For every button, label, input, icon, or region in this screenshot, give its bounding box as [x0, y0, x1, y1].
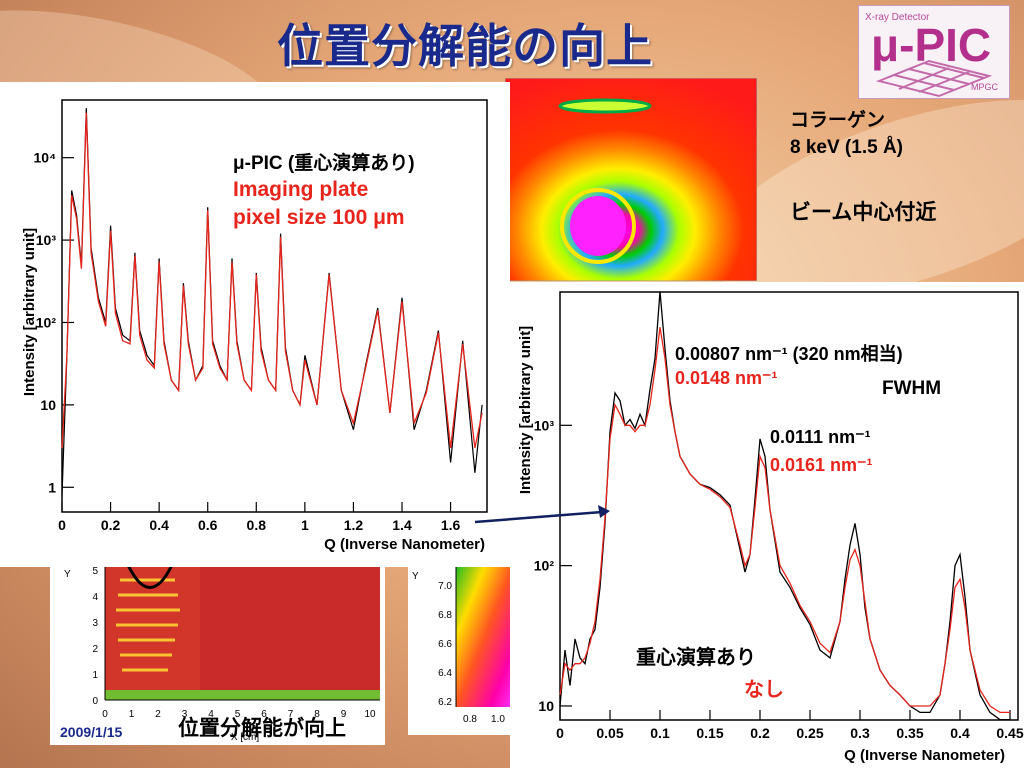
right-chart: 10 10² 10³ 0 0.05 0.1 0.15 0.2 0.25 0.3 0.35 0.4 0.… — [517, 291, 1024, 764]
logo-small-text: X-ray Detector — [865, 12, 930, 23]
detector-map-y-tick-label: 0 — [92, 696, 98, 707]
left-chart-panel: 1 10 10² 10³ 10⁴ 0 0.2 0.4 0.6 0.8 1 1.2 1.4 1.6 Q (… — [0, 82, 510, 567]
detector-map: 0 1 2 3 4 5 0 1 2 3 4 5 6 7 8 9 10 X [cm] Y — [64, 564, 380, 743]
detector-map-x-tick-label: 9 — [341, 709, 347, 720]
zoom-map-y-tick-label: 7.0 — [438, 581, 452, 592]
right-series-no-centroid-line — [559, 327, 1010, 714]
fwhm-annotation-1-red: 0.0148 nm⁻¹ — [675, 368, 778, 388]
logo-corner-text: MPGC — [971, 82, 999, 92]
slide-title: 位置分解能の向上 — [277, 19, 653, 73]
logo-graphic: X-ray Detector μ-PIC MPGC — [865, 12, 999, 98]
right-y-tick-label: 10² — [534, 558, 555, 574]
left-chart: 1 10 10² 10³ 10⁴ 0 0.2 0.4 0.6 0.8 1 1.2 1.4 1.6 Q (… — [21, 99, 488, 553]
left-legend-pixel-size: pixel size 100 μm — [233, 206, 405, 229]
detector-map-x-tick-label: 4 — [208, 709, 214, 720]
sample-name: コラーゲン — [790, 110, 886, 131]
mu-pic-logo: X-ray Detector μ-PIC MPGC — [858, 5, 1010, 99]
right-x-tick-label: 0.1 — [650, 725, 670, 741]
detector-map-y-tick-label: 3 — [92, 618, 98, 629]
fwhm-annotation-2-red: 0.0161 nm⁻¹ — [770, 455, 873, 475]
left-series-imaging-plate-line — [61, 112, 483, 449]
left-x-tick-label: 0 — [58, 517, 66, 533]
right-x-tick-label: 0.05 — [596, 725, 623, 741]
detector-map-panel: 0 1 2 3 4 5 0 1 2 3 4 5 6 7 8 9 10 X [cm] Y — [50, 564, 385, 745]
fwhm-annotation-1-black: 0.00807 nm⁻¹ (320 nm相当) — [675, 344, 903, 364]
detector-map-x-tick-label: 2 — [155, 709, 161, 720]
logo-brand-text: μ-PIC — [871, 19, 991, 71]
left-y-tick-label: 1 — [48, 479, 56, 495]
detector-map-ylabel: Y — [64, 569, 71, 580]
beam-center-label: ビーム中心付近 — [790, 201, 937, 224]
left-x-tick-label: 0.8 — [247, 517, 267, 533]
right-x-tick-label: 0.45 — [996, 725, 1023, 741]
left-y-tick-label: 10 — [40, 397, 56, 413]
zoom-map-x-ticks: 0.8 1.0 — [463, 714, 505, 725]
zoom-map-x-tick-label: 0.8 — [463, 714, 477, 725]
detector-map-x-tick-label: 3 — [182, 709, 188, 720]
zoom-map-panel: 7.0 6.8 6.6 6.4 6.2 0.8 1.0 Y — [408, 565, 513, 735]
right-x-tick-label: 0.2 — [750, 725, 770, 741]
left-x-axis-title: Q (Inverse Nanometer) — [324, 536, 485, 553]
left-y-axis-title: Intensity [arbitrary unit] — [21, 228, 38, 396]
left-x-tick-label: 0.6 — [198, 517, 218, 533]
beam-center-heatmap — [504, 77, 758, 282]
right-legend-black: 重心演算あり — [636, 647, 756, 669]
beam-center-image — [504, 77, 758, 282]
detector-map-x-tick-label: 5 — [235, 709, 241, 720]
right-x-axis-title: Q (Inverse Nanometer) — [844, 747, 1005, 764]
fwhm-label: FWHM — [882, 378, 942, 399]
left-y-tick-label: 10³ — [36, 232, 57, 248]
detector-map-x-ticks: 0 1 2 3 4 5 6 7 8 9 10 X [cm] — [102, 709, 376, 743]
left-x-tick-label: 1 — [301, 517, 309, 533]
detector-map-x-tick-label: 10 — [364, 709, 376, 720]
right-plot-frame — [559, 291, 1019, 721]
detector-map-y-tick-label: 5 — [92, 566, 98, 577]
right-y-tick-label: 10 — [538, 698, 554, 714]
right-y-axis-title: Intensity [arbitrary unit] — [517, 326, 534, 494]
right-x-tick-label: 0.25 — [796, 725, 823, 741]
right-x-tick-label: 0.15 — [696, 725, 723, 741]
zoom-map: 7.0 6.8 6.6 6.4 6.2 0.8 1.0 Y — [412, 567, 513, 725]
detector-map-y-ticks: 0 1 2 3 4 5 — [92, 566, 98, 707]
detector-map-y-tick-label: 2 — [92, 644, 98, 655]
detector-map-y-tick-label: 1 — [92, 670, 98, 681]
zoom-map-y-ticks: 7.0 6.8 6.6 6.4 6.2 — [438, 581, 452, 708]
slide-date: 2009/1/15 — [60, 724, 123, 740]
detector-map-y-tick-label: 4 — [92, 592, 98, 603]
detector-map-x-tick-label: 6 — [261, 709, 267, 720]
detector-map-x-tick-label: 1 — [129, 709, 135, 720]
left-x-tick-label: 1.4 — [392, 517, 412, 533]
detector-map-x-tick-label: 8 — [314, 709, 320, 720]
zoom-map-x-tick-label: 1.0 — [491, 714, 505, 725]
zoom-arrow — [474, 505, 610, 524]
beam-energy: 8 keV (1.5 Å) — [790, 137, 903, 158]
right-legend-red: なし — [744, 679, 784, 701]
zoom-map-y-tick-label: 6.8 — [438, 610, 452, 621]
zoom-map-y-tick-label: 6.6 — [438, 639, 452, 650]
left-y-tick-label: 10² — [36, 314, 57, 330]
zoom-map-y-tick-label: 6.4 — [438, 668, 452, 679]
left-x-tick-label: 0.2 — [101, 517, 121, 533]
resolution-caption: 位置分解能が向上 — [178, 717, 346, 740]
detector-map-xlabel: X [cm] — [231, 732, 260, 743]
zoom-map-y-tick-label: 6.2 — [438, 697, 452, 708]
fwhm-annotation-2-black: 0.0111 nm⁻¹ — [770, 427, 871, 447]
left-x-tick-label: 1.6 — [441, 517, 461, 533]
right-chart-panel: 10 10² 10³ 0 0.05 0.1 0.15 0.2 0.25 0.3 0.35 0.4 0.… — [510, 282, 1024, 768]
left-x-tick-label: 1.2 — [344, 517, 364, 533]
detector-map-x-tick-label: 7 — [288, 709, 294, 720]
right-y-tick-label: 10³ — [534, 417, 555, 433]
left-legend-imaging-plate: Imaging plate — [233, 178, 369, 201]
right-x-tick-label: 0.4 — [950, 725, 970, 741]
detector-map-x-tick-label: 0 — [102, 709, 108, 720]
left-plot-frame — [61, 99, 488, 513]
right-x-tick-label: 0.3 — [850, 725, 870, 741]
left-x-tick-label: 0.4 — [149, 517, 169, 533]
left-y-tick-label: 10⁴ — [34, 150, 57, 166]
right-x-tick-label: 0 — [556, 725, 564, 741]
left-legend-mupic: μ-PIC (重心演算あり) — [233, 153, 415, 174]
zoom-map-ylabel: Y — [412, 571, 419, 582]
right-x-tick-label: 0.35 — [896, 725, 923, 741]
right-series-centroid-line — [559, 291, 1010, 721]
